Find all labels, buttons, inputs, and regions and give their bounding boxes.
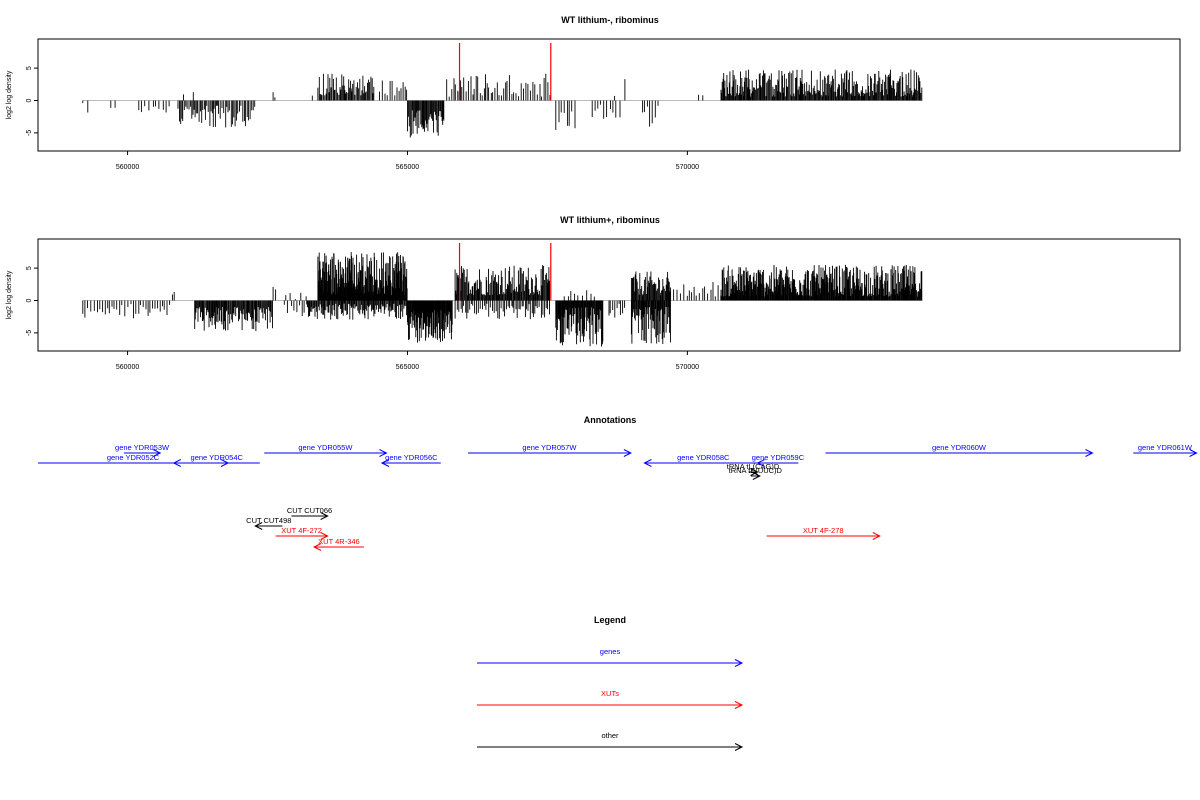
x-tick-label: 570000 [676,364,699,371]
feature-label: XUT 4R-346 [318,537,360,546]
y-axis-label: log2 log density [6,270,13,319]
feature-arrow: gene YDR059C [752,453,805,467]
legend-arrow-gene: genes [477,647,744,667]
x-tick-label: 560000 [116,164,139,171]
y-tick-label: 5 [26,266,33,270]
y-tick-label: 0 [26,298,33,302]
legend-label: other [601,731,619,740]
feature-arrow: gene YDR054C [172,453,260,467]
feature-arrow: XUT 4R-346 [312,537,364,551]
legend-arrow-xut: XUTs [477,689,744,709]
x-tick-label: 565000 [396,364,419,371]
feature-label: gene YDR060W [932,443,987,452]
feature-label: CUT CUT498 [246,516,291,525]
feature-arrow: gene YDR057W [467,443,632,457]
x-tick-label: 560000 [116,364,139,371]
feature-label: gene YDR055W [298,443,353,452]
y-axis: -5 0 5 [26,66,38,136]
coverage-bars [82,252,923,347]
y-axis: -5 0 5 [26,266,38,336]
y-tick-label: 5 [26,66,33,70]
feature-label: XUT 4F-272 [281,526,322,535]
feature-arrow: gene YDR053W [115,443,170,457]
coverage-panel-lithium-plus: WT lithium+, ribominus log2 log density … [6,215,1181,371]
y-tick-label: -5 [26,330,33,336]
feature-label: tRNA tE(UUC)D [729,466,783,475]
x-axis: 560000 565000 570000 [116,351,699,371]
x-axis: 560000 565000 570000 [116,151,699,171]
x-tick-label: 565000 [396,164,419,171]
feature-label: gene YDR056C [385,453,438,462]
feature-arrow: gene YDR058C [643,453,763,467]
y-axis-label: log2 log density [6,70,13,119]
feature-arrow: XUT 4F-278 [766,526,881,540]
feature-label: CUT CUT066 [287,506,332,515]
plot-frame [37,238,1181,352]
legend-arrow-other: other [477,731,744,751]
coverage-panel-lithium-minus: WT lithium-, ribominus log2 log density … [6,15,1181,171]
feature-label: gene YDR053W [115,443,170,452]
feature-arrow: gene YDR061W [1133,443,1198,457]
feature-arrow: tRNA tE(UUC)D [729,466,783,480]
legend-title: Legend [594,615,626,625]
marker-lines [458,243,552,301]
panel-title: WT lithium-, ribominus [561,15,659,25]
feature-arrow: gene YDR056C [380,453,441,467]
feature-arrow: CUT CUT066 [287,506,332,520]
feature-label: gene YDR057W [522,443,577,452]
plot-frame [37,38,1181,152]
marker-lines [458,43,552,101]
panel-title: WT lithium+, ribominus [560,215,660,225]
feature-label: gene YDR059C [752,453,805,462]
feature-arrow: gene YDR060W [825,443,1094,457]
legend-items: genes XUTs other [477,647,744,751]
feature-label: XUT 4F-278 [803,526,844,535]
feature-label: gene YDR058C [677,453,730,462]
x-tick-label: 570000 [676,164,699,171]
coverage-bars [82,69,923,138]
y-tick-label: 0 [26,98,33,102]
feature-label: tRNA tL(CAG)D [727,462,780,471]
feature-label: gene YDR054C [191,453,244,462]
legend-label: XUTs [601,689,619,698]
legend-label: genes [600,647,621,656]
feature-label: gene YDR061W [1138,443,1193,452]
legend: Legend genes XUTs other [477,615,744,751]
feature-label: gene YDR052C [107,453,160,462]
y-tick-label: -5 [26,130,33,136]
feature-arrow: CUT CUT498 [246,516,291,530]
feature-arrow: XUT 4F-272 [275,526,329,540]
annotations-title: Annotations [584,415,637,425]
feature-arrow: gene YDR055W [264,443,388,457]
feature-arrow: tRNA tL(CAG)D [727,462,780,476]
